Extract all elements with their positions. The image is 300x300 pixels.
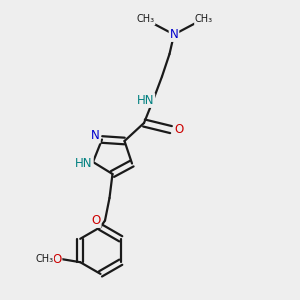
Text: O: O xyxy=(175,123,184,136)
Text: HN: HN xyxy=(137,94,154,107)
Text: HN: HN xyxy=(75,157,93,170)
Text: CH₃: CH₃ xyxy=(136,14,154,25)
Text: CH₃: CH₃ xyxy=(195,14,213,25)
Text: O: O xyxy=(52,253,62,266)
Text: N: N xyxy=(91,129,100,142)
Text: CH₃: CH₃ xyxy=(35,254,53,264)
Text: O: O xyxy=(92,214,100,227)
Text: N: N xyxy=(169,28,178,41)
